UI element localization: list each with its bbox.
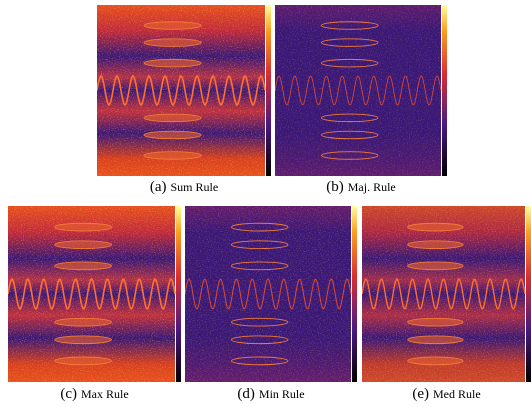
caption: (a) Sum Rule <box>97 178 271 196</box>
speckle <box>362 206 525 382</box>
lens <box>144 59 201 67</box>
caption-name: Med Rule <box>433 387 481 401</box>
caption-name: Min Rule <box>259 387 305 401</box>
lens <box>408 357 463 365</box>
heatmap-max <box>8 206 181 382</box>
lens <box>144 152 201 160</box>
speckle <box>8 206 175 382</box>
colorbar <box>526 206 531 382</box>
lens <box>408 223 463 231</box>
lens <box>408 241 463 249</box>
lens <box>55 241 112 249</box>
heatmap-sum <box>97 5 271 176</box>
colorbar <box>442 5 447 176</box>
caption-label: (e) <box>412 386 429 402</box>
lens <box>144 131 201 139</box>
lens <box>408 318 463 326</box>
heatmap-min <box>185 206 357 382</box>
caption-label: (d) <box>237 386 255 402</box>
speckle <box>275 5 441 176</box>
caption-label: (c) <box>60 386 77 402</box>
caption: (d) Min Rule <box>185 385 357 403</box>
figure: (a) Sum Rule (b) Maj. Rule (c) Max Rule … <box>0 0 531 407</box>
caption: (e) Med Rule <box>362 385 531 403</box>
caption: (c) Max Rule <box>8 385 181 403</box>
lens <box>55 223 112 231</box>
colorbar <box>176 206 181 382</box>
colorbar <box>352 206 357 382</box>
caption-name: Maj. Rule <box>348 180 396 194</box>
lens <box>408 262 463 270</box>
lens <box>55 357 112 365</box>
caption-label: (a) <box>150 179 167 195</box>
caption: (b) Maj. Rule <box>275 178 447 196</box>
lens <box>55 336 112 344</box>
colorbar <box>266 5 271 176</box>
lens <box>144 39 201 47</box>
speckle <box>185 206 351 382</box>
heatmap-maj <box>275 5 447 176</box>
lens <box>144 22 201 30</box>
caption-name: Sum Rule <box>170 180 218 194</box>
lens <box>55 262 112 270</box>
caption-label: (b) <box>326 179 344 195</box>
lens <box>408 336 463 344</box>
lens <box>144 114 201 122</box>
lens <box>55 318 112 326</box>
caption-name: Max Rule <box>81 387 129 401</box>
speckle <box>97 5 265 176</box>
heatmap-med <box>362 206 531 382</box>
